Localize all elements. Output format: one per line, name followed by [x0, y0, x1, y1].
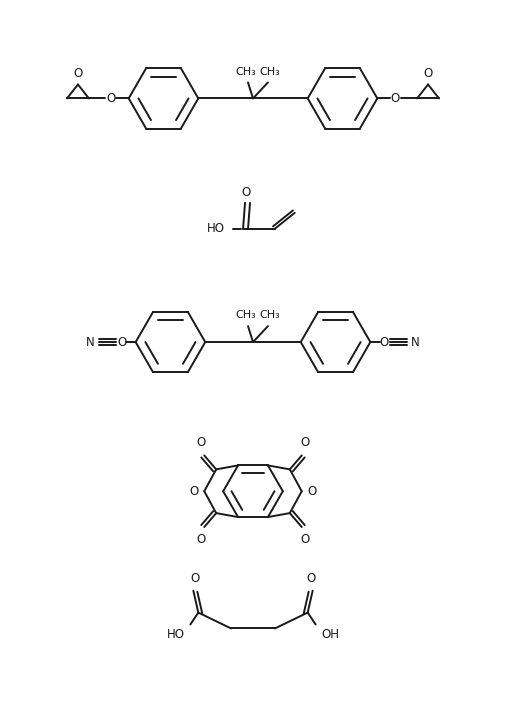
Text: O: O	[189, 485, 198, 498]
Text: O: O	[423, 66, 432, 79]
Text: O: O	[379, 336, 388, 349]
Text: HO: HO	[166, 629, 184, 641]
Text: CH₃: CH₃	[259, 66, 280, 76]
Text: O: O	[117, 336, 126, 349]
Text: O: O	[390, 92, 399, 105]
Text: O: O	[241, 186, 250, 199]
Text: HO: HO	[207, 222, 225, 235]
Text: O: O	[73, 66, 82, 79]
Text: O: O	[190, 572, 199, 585]
Text: O: O	[307, 485, 316, 498]
Text: N: N	[86, 336, 94, 349]
Text: OH: OH	[321, 629, 339, 641]
Text: CH₃: CH₃	[235, 310, 256, 320]
Text: O: O	[106, 92, 115, 105]
Text: CH₃: CH₃	[259, 310, 280, 320]
Text: O: O	[196, 533, 206, 546]
Text: O: O	[306, 572, 315, 585]
Text: O: O	[196, 436, 206, 450]
Text: O: O	[299, 436, 309, 450]
Text: N: N	[411, 336, 419, 349]
Text: O: O	[299, 533, 309, 546]
Text: CH₃: CH₃	[235, 66, 256, 76]
